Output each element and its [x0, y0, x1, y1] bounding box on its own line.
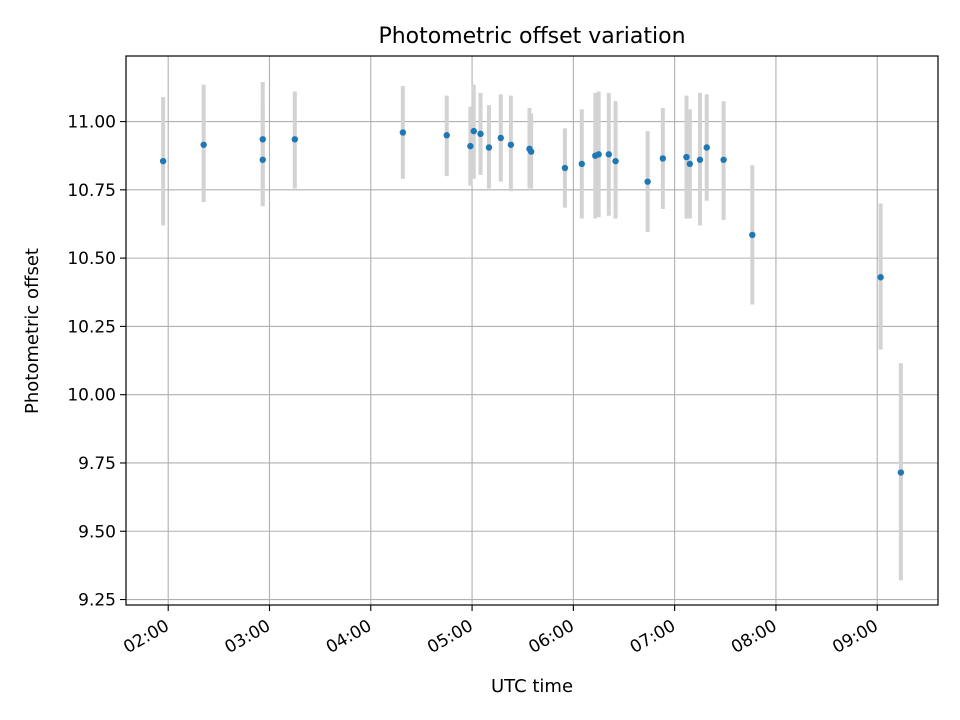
x-tick-label: 04:00	[323, 616, 375, 658]
data-point	[470, 127, 477, 135]
data-point	[578, 160, 586, 168]
y-tick-label: 10.25	[67, 317, 116, 337]
x-tick-label: 05:00	[424, 616, 476, 658]
y-tick-label: 9.50	[78, 522, 116, 542]
data-point	[595, 151, 602, 158]
y-tick-label: 10.50	[67, 249, 116, 269]
data-point	[467, 142, 474, 150]
data-point	[683, 153, 690, 161]
data-point	[696, 156, 704, 163]
x-tick-label: 02:00	[120, 616, 172, 658]
x-axis-label: UTC time	[491, 676, 573, 697]
data-point	[659, 155, 667, 162]
y-tick-label: 10.75	[67, 181, 116, 201]
data-point	[561, 164, 569, 172]
y-tick-label: 10.00	[67, 386, 116, 406]
y-axis-label: Photometric offset	[22, 248, 43, 414]
data-point	[259, 136, 266, 143]
data-point	[897, 469, 905, 476]
x-tick-label: 07:00	[627, 616, 679, 658]
data-point	[605, 151, 613, 158]
data-point	[200, 141, 207, 148]
plot-frame	[125, 55, 939, 606]
x-axis-ticks: 02:00 03:00 04:00 05:00 06:00 07:00 08:00 09:00	[120, 605, 882, 658]
data-point	[159, 157, 167, 165]
x-tick-label: 08:00	[728, 616, 780, 658]
data-point	[877, 274, 884, 281]
x-tick-label: 06:00	[525, 616, 577, 658]
data-point	[399, 129, 407, 136]
data-point	[527, 148, 535, 155]
y-tick-label: 9.25	[78, 591, 116, 611]
data-point	[497, 134, 504, 142]
data-point	[749, 231, 756, 239]
grid-layer	[126, 56, 938, 605]
data-point	[477, 130, 484, 138]
data-point	[485, 144, 493, 151]
data-point	[686, 160, 694, 168]
x-tick-label: 03:00	[222, 616, 274, 658]
errorbar-layer	[161, 81, 903, 581]
data-point	[703, 144, 710, 151]
data-point	[720, 156, 727, 163]
data-point	[291, 136, 299, 143]
data-point	[259, 156, 266, 163]
y-axis-ticks: 9.25 9.50 9.75 10.00 10.25 10.50 10.75 11.00	[67, 113, 126, 611]
data-point	[507, 141, 515, 148]
data-point	[443, 132, 450, 139]
point-layer	[159, 127, 905, 476]
chart-title: Photometric offset variation	[378, 24, 685, 49]
x-tick-label: 09:00	[829, 616, 881, 658]
y-tick-label: 9.75	[78, 454, 116, 474]
y-tick-label: 11.00	[67, 113, 116, 133]
data-point	[644, 178, 651, 185]
data-point	[612, 157, 619, 165]
